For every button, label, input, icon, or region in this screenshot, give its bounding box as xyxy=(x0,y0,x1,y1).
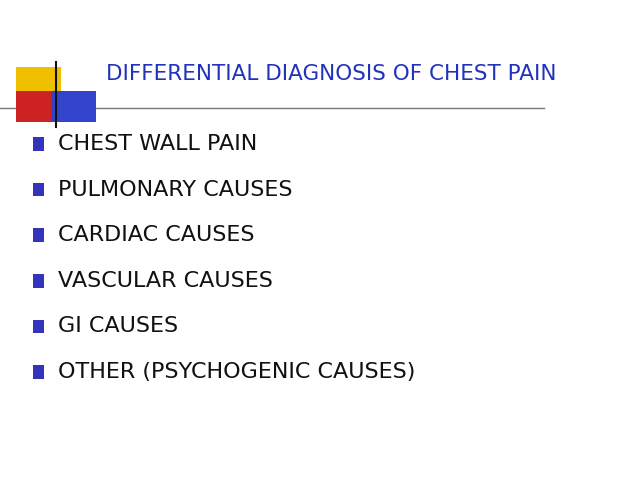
Text: OTHER (PSYCHOGENIC CAUSES): OTHER (PSYCHOGENIC CAUSES) xyxy=(58,362,415,382)
FancyBboxPatch shape xyxy=(33,183,44,196)
FancyBboxPatch shape xyxy=(51,91,96,122)
FancyBboxPatch shape xyxy=(33,137,44,151)
FancyBboxPatch shape xyxy=(33,228,44,242)
Text: PULMONARY CAUSES: PULMONARY CAUSES xyxy=(58,180,292,200)
FancyBboxPatch shape xyxy=(33,320,44,333)
FancyBboxPatch shape xyxy=(16,91,61,122)
Text: GI CAUSES: GI CAUSES xyxy=(58,316,178,336)
Text: CARDIAC CAUSES: CARDIAC CAUSES xyxy=(58,225,254,245)
Text: DIFFERENTIAL DIAGNOSIS OF CHEST PAIN: DIFFERENTIAL DIAGNOSIS OF CHEST PAIN xyxy=(106,64,556,84)
FancyBboxPatch shape xyxy=(16,67,61,98)
FancyBboxPatch shape xyxy=(33,365,44,379)
Text: VASCULAR CAUSES: VASCULAR CAUSES xyxy=(58,271,273,291)
Text: CHEST WALL PAIN: CHEST WALL PAIN xyxy=(58,134,257,154)
FancyBboxPatch shape xyxy=(33,274,44,288)
